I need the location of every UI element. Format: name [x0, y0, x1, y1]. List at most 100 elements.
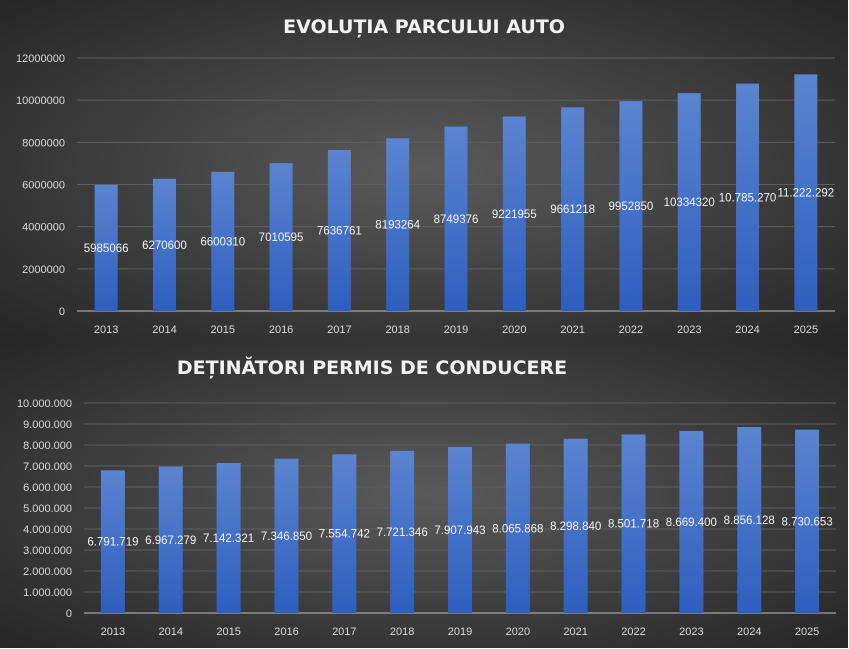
x-tick-label: 2023	[679, 626, 703, 638]
x-tick-label: 2024	[737, 626, 761, 638]
bar-2019	[444, 126, 468, 311]
data-label: 10.785.270	[719, 192, 777, 204]
bar-2023	[677, 93, 701, 311]
bar-2020	[505, 443, 530, 613]
bar-2019	[448, 446, 472, 613]
bar-2016	[274, 458, 299, 613]
bar-2017	[327, 149, 351, 311]
bar-2014	[152, 178, 176, 311]
data-label: 8.856.128	[724, 515, 775, 527]
y-tick-label: 9.000.000	[23, 419, 72, 431]
y-tick-label: 12000000	[16, 53, 65, 65]
y-tick-label: 6.000.000	[23, 482, 72, 494]
data-label: 6.967.279	[145, 535, 196, 547]
x-tick-label: 2014	[159, 626, 183, 638]
data-label: 6.791.719	[87, 537, 138, 549]
data-label: 8.730.653	[781, 516, 832, 528]
bar-2022	[619, 101, 643, 312]
x-tick-label: 2017	[327, 324, 351, 336]
data-label: 8.669.400	[666, 517, 717, 529]
data-label: 5985066	[84, 243, 129, 255]
data-label: 7636761	[317, 225, 362, 237]
x-tick-label: 2021	[560, 324, 584, 336]
chart-2-background	[0, 340, 848, 648]
bar-2023	[679, 430, 704, 613]
x-tick-label: 2020	[506, 626, 530, 638]
x-tick-label: 2014	[152, 324, 176, 336]
x-tick-label: 2016	[274, 626, 298, 638]
chart-2-title: DEȚINĂTORI PERMIS DE CONDUCERE	[177, 355, 567, 379]
data-label: 8.065.868	[492, 523, 543, 535]
x-tick-label: 2025	[795, 626, 819, 638]
data-label: 7.721.346	[377, 527, 428, 539]
x-tick-label: 2018	[385, 324, 409, 336]
y-tick-label: 10.000.000	[17, 398, 72, 410]
bar-2014	[158, 466, 183, 613]
bar-2024	[737, 427, 762, 613]
x-tick-label: 2019	[448, 626, 472, 638]
bar-2017	[332, 454, 357, 613]
y-tick-label: 2000000	[22, 264, 65, 276]
x-tick-label: 2019	[444, 324, 468, 336]
y-tick-label: 8.000.000	[23, 440, 72, 452]
data-label: 6270600	[142, 240, 187, 252]
bar-2015	[216, 463, 241, 613]
x-tick-label: 2017	[332, 626, 356, 638]
y-tick-label: 8000000	[22, 137, 65, 149]
bar-2018	[386, 138, 410, 311]
y-tick-label: 0	[59, 306, 65, 318]
x-tick-label: 2021	[563, 626, 587, 638]
x-tick-label: 2025	[794, 324, 818, 336]
y-tick-label: 5.000.000	[23, 503, 72, 515]
bar-2025	[794, 74, 818, 312]
bar-2025	[795, 429, 820, 613]
chart-1-title: EVOLUȚIA PARCULUI AUTO	[283, 16, 565, 38]
y-tick-label: 4.000.000	[23, 524, 72, 536]
bar-2013	[100, 470, 125, 613]
y-tick-label: 7.000.000	[23, 461, 72, 473]
bar-2022	[621, 434, 646, 613]
chart-2-plot: 0 1.000.000 2.000.000 3.000.000 4.000.000 5.0…	[17, 398, 836, 638]
data-label: 7.554.742	[319, 529, 370, 541]
bar-2020	[502, 116, 526, 311]
data-label: 9221955	[492, 209, 537, 221]
data-label: 6600310	[200, 236, 245, 248]
y-tick-label: 3.000.000	[23, 545, 72, 557]
x-tick-label: 2013	[94, 324, 118, 336]
x-tick-label: 2023	[677, 324, 701, 336]
data-label: 7.907.943	[434, 525, 485, 537]
data-label: 9952850	[609, 201, 654, 213]
data-label: 7010595	[259, 232, 304, 244]
data-label: 11.222.292	[777, 188, 834, 200]
y-tick-label: 2.000.000	[23, 566, 72, 578]
bar-2021	[561, 107, 585, 311]
x-tick-label: 2013	[101, 626, 125, 638]
x-tick-label: 2015	[216, 626, 240, 638]
x-tick-label: 2022	[621, 626, 645, 638]
x-tick-label: 2018	[390, 626, 414, 638]
bar-2013	[94, 184, 118, 311]
data-label: 10334320	[664, 197, 715, 209]
x-tick-label: 2020	[502, 324, 526, 336]
data-label: 8.501.718	[608, 519, 659, 531]
data-label: 8193264	[375, 220, 420, 232]
bar-2018	[390, 450, 415, 613]
x-tick-label: 2024	[735, 324, 759, 336]
data-label: 8749376	[434, 214, 479, 226]
bar-2015	[211, 171, 235, 311]
x-tick-label: 2022	[619, 324, 643, 336]
chart-1-plot: 0 2000000 4000000 6000000 8000000 10000000 120…	[16, 53, 835, 336]
y-tick-label: 1.000.000	[23, 587, 72, 599]
y-tick-label: 0	[66, 608, 72, 620]
x-tick-label: 2015	[211, 324, 235, 336]
data-label: 9661218	[550, 204, 595, 216]
y-tick-label: 4000000	[22, 222, 65, 234]
y-tick-label: 10000000	[16, 95, 65, 107]
data-label: 8.298.840	[550, 521, 601, 533]
bar-2024	[736, 83, 760, 311]
bar-2016	[269, 163, 293, 311]
bar-2021	[563, 438, 588, 613]
chart-1-background	[0, 0, 848, 340]
